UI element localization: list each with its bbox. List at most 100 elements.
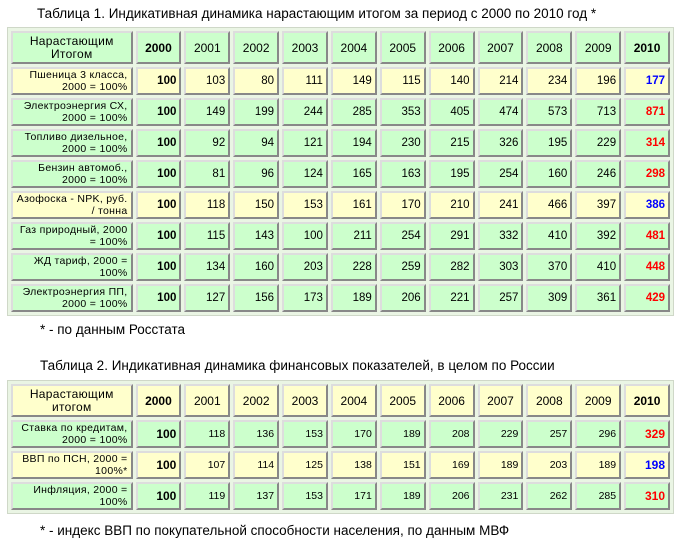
value-cell: 285 (575, 482, 622, 510)
value-cell: 177 (624, 67, 670, 95)
value-cell: 206 (379, 284, 426, 312)
value-cell: 310 (624, 482, 670, 510)
value-cell: 573 (526, 98, 573, 126)
value-cell: 329 (624, 420, 670, 448)
value-cell: 361 (575, 284, 622, 312)
value-cell: 121 (282, 129, 328, 157)
year-header: 2002 (233, 384, 280, 417)
value-cell: 392 (575, 222, 622, 250)
value-cell: 228 (330, 253, 377, 281)
year-header: 2001 (184, 31, 231, 64)
value-cell: 241 (477, 191, 524, 219)
value-cell: 474 (477, 98, 524, 126)
year-header: 2004 (330, 384, 377, 417)
row-label: Ставка по кредитам, 2000 = 100% (11, 420, 133, 448)
value-cell: 189 (477, 451, 524, 479)
value-cell: 298 (624, 160, 670, 188)
year-header: 2009 (575, 31, 622, 64)
value-cell: 100 (135, 67, 182, 95)
value-cell: 262 (526, 482, 573, 510)
year-header: 2003 (282, 384, 328, 417)
value-cell: 198 (624, 451, 670, 479)
value-cell: 194 (330, 129, 377, 157)
value-cell: 189 (330, 284, 377, 312)
value-cell: 115 (184, 222, 231, 250)
year-header: 2003 (282, 31, 328, 64)
value-cell: 100 (282, 222, 328, 250)
header-row: Нарастающим итогом 2000 2001 2002 2003 2004 20… (11, 384, 670, 417)
value-cell: 196 (575, 67, 622, 95)
value-cell: 282 (428, 253, 475, 281)
value-cell: 169 (428, 451, 475, 479)
corner-header: Нарастающим итогом (11, 384, 133, 417)
table2-footnote: * - индекс ВВП по покупательной способно… (40, 523, 510, 538)
value-cell: 244 (282, 98, 328, 126)
value-cell: 100 (135, 191, 182, 219)
table2-title: Таблица 2. Индикативная динамика финансо… (40, 358, 555, 373)
value-cell: 296 (575, 420, 622, 448)
row-label: ЖД тариф, 2000 = 100% (11, 253, 133, 281)
value-cell: 410 (575, 253, 622, 281)
value-cell: 189 (379, 420, 426, 448)
value-cell: 211 (330, 222, 377, 250)
value-cell: 156 (233, 284, 280, 312)
row-label: Инфляция, 2000 = 100% (11, 482, 133, 510)
table1-footnote: * - по данным Росстата (40, 322, 186, 337)
value-cell: 143 (233, 222, 280, 250)
value-cell: 118 (184, 191, 231, 219)
value-cell: 153 (282, 420, 328, 448)
value-cell: 94 (233, 129, 280, 157)
value-cell: 353 (379, 98, 426, 126)
value-cell: 151 (379, 451, 426, 479)
value-cell: 153 (282, 191, 328, 219)
value-cell: 254 (477, 160, 524, 188)
row-label: Пшеница 3 класса, 2000 = 100% (11, 67, 133, 95)
value-cell: 291 (428, 222, 475, 250)
value-cell: 100 (135, 284, 182, 312)
value-cell: 136 (233, 420, 280, 448)
row-label: Бензин автомоб., 2000 = 100% (11, 160, 133, 188)
year-header: 2002 (233, 31, 280, 64)
year-header: 2009 (575, 384, 622, 417)
value-cell: 189 (379, 482, 426, 510)
value-cell: 230 (379, 129, 426, 157)
value-cell: 285 (330, 98, 377, 126)
value-cell: 138 (330, 451, 377, 479)
table2: Нарастающим итогом 2000 2001 2002 2003 2004 20… (7, 380, 674, 514)
value-cell: 80 (233, 67, 280, 95)
table-row: Топливо дизельное, 2000 = 100% 100 92 94 121… (11, 129, 670, 157)
table-row: Бензин автомоб., 2000 = 100% 100 81 96 124 16… (11, 160, 670, 188)
value-cell: 150 (233, 191, 280, 219)
year-header: 2004 (330, 31, 377, 64)
value-cell: 203 (282, 253, 328, 281)
year-header: 2007 (477, 384, 524, 417)
row-label: Газ природный, 2000 = 100% (11, 222, 133, 250)
value-cell: 114 (233, 451, 280, 479)
value-cell: 229 (575, 129, 622, 157)
value-cell: 100 (135, 253, 182, 281)
year-header: 2001 (184, 384, 231, 417)
value-cell: 170 (379, 191, 426, 219)
table-row: Электроэнергия ПП, 2000 = 100% 100 127 156 1… (11, 284, 670, 312)
value-cell: 118 (184, 420, 231, 448)
value-cell: 149 (330, 67, 377, 95)
table-row: ВВП по ПСН, 2000 = 100%* 100 107 114 125 138 1… (11, 451, 670, 479)
table-row: Электроэнергия СХ, 2000 = 100% 100 149 199 2… (11, 98, 670, 126)
year-header: 2006 (428, 31, 475, 64)
year-header: 2000 (135, 31, 182, 64)
value-cell: 111 (282, 67, 328, 95)
value-cell: 871 (624, 98, 670, 126)
value-cell: 170 (330, 420, 377, 448)
value-cell: 140 (428, 67, 475, 95)
table-row: Газ природный, 2000 = 100% 100 115 143 100 21… (11, 222, 670, 250)
table-row: Пшеница 3 класса, 2000 = 100% 100 103 80 111… (11, 67, 670, 95)
value-cell: 429 (624, 284, 670, 312)
year-header: 2005 (379, 31, 426, 64)
value-cell: 370 (526, 253, 573, 281)
value-cell: 309 (526, 284, 573, 312)
value-cell: 160 (526, 160, 573, 188)
year-header: 2010 (624, 31, 670, 64)
value-cell: 107 (184, 451, 231, 479)
table-row: Инфляция, 2000 = 100% 100 119 137 153 171 189 2… (11, 482, 670, 510)
value-cell: 208 (428, 420, 475, 448)
